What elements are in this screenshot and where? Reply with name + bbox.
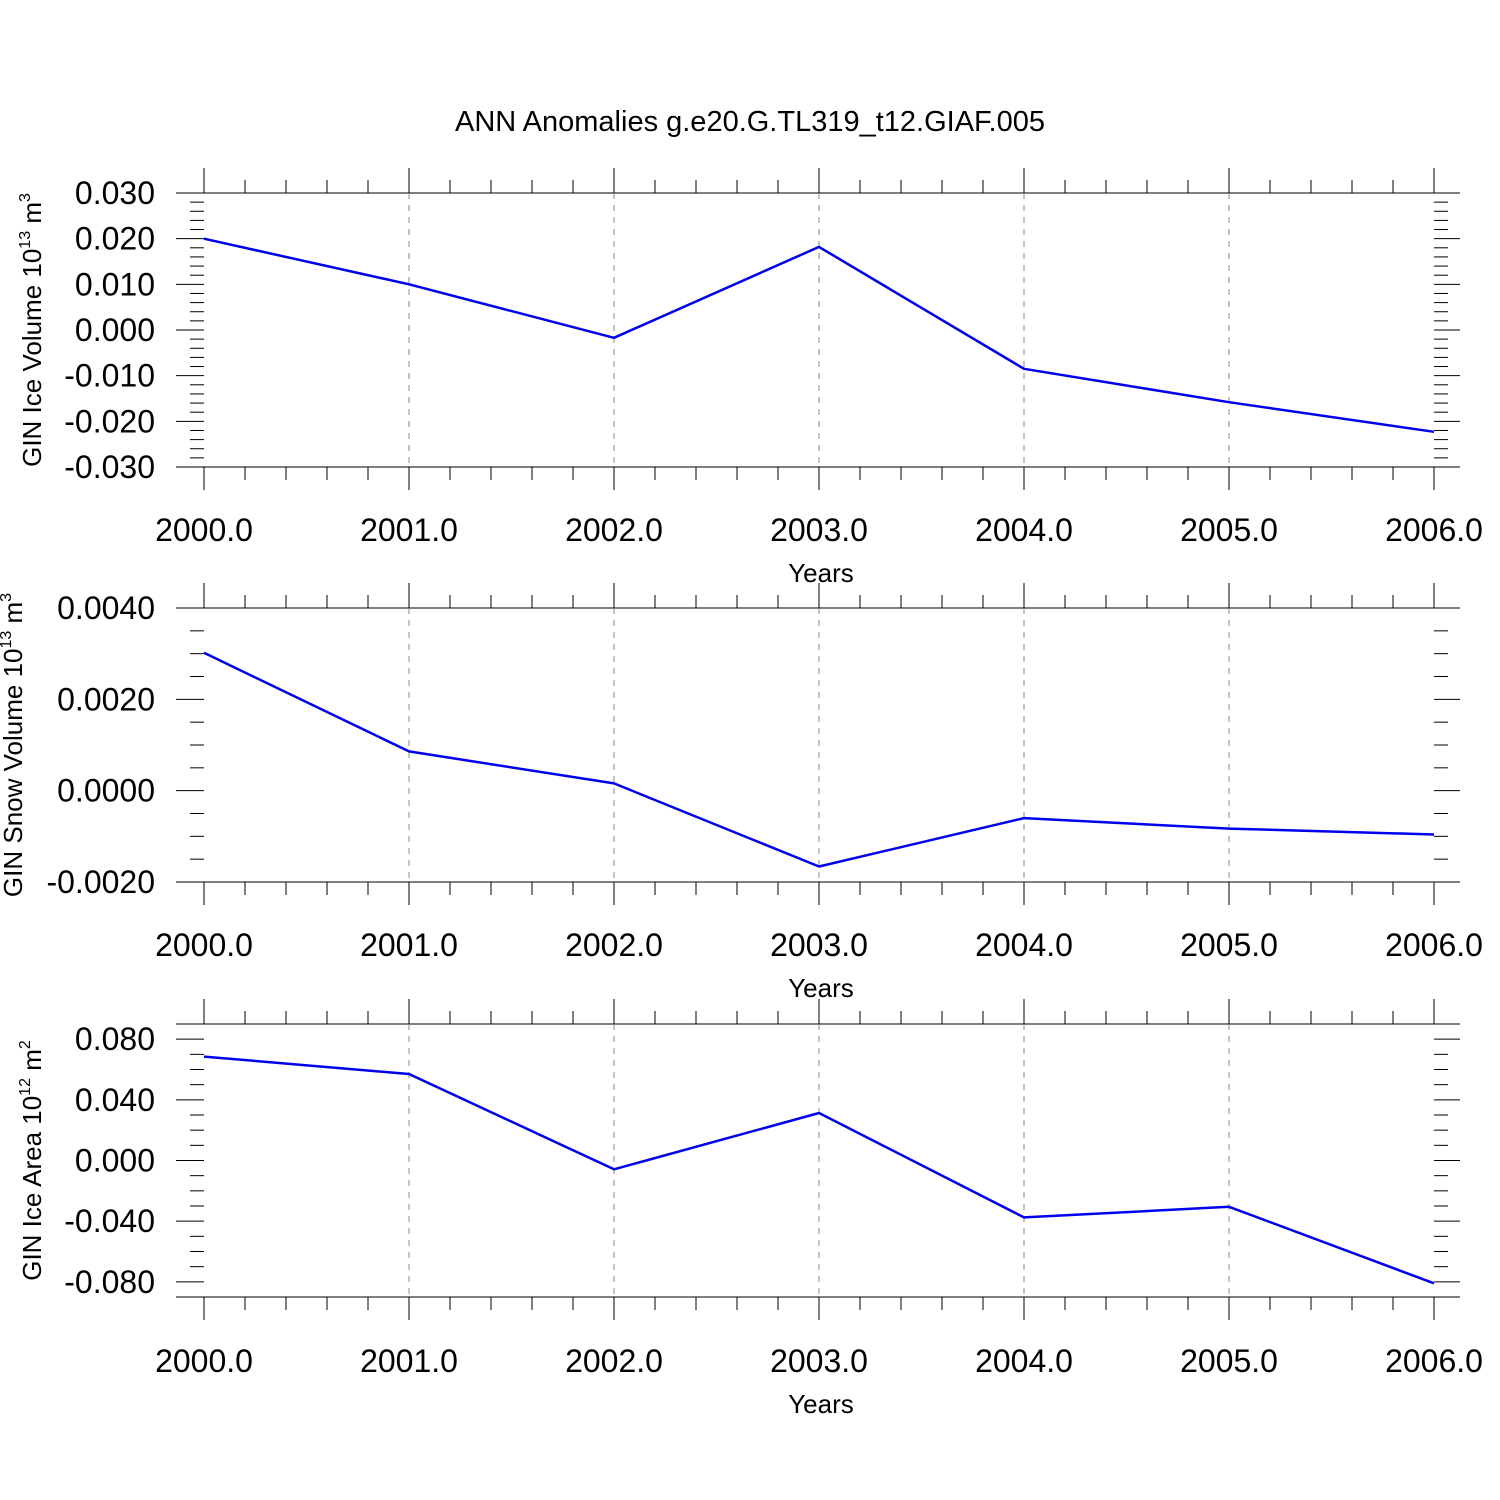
y-axis-label: GIN Ice Area 1012 m2 [17, 1040, 47, 1281]
y-axis-label: GIN Snow Volume 1013 m3 [0, 593, 28, 897]
x-tick-label: 2005.0 [1180, 512, 1278, 548]
x-tick-label: 2002.0 [565, 927, 663, 963]
x-tick-label: 2005.0 [1180, 1343, 1278, 1379]
y-axis-label-unit: m [17, 202, 47, 231]
y-tick-label: -0.020 [64, 403, 155, 439]
y-axis-label-unit-exponent: 2 [17, 1040, 34, 1049]
y-tick-label: 0.080 [75, 1021, 155, 1057]
y-tick-label: -0.030 [64, 449, 155, 485]
y-tick-label: 0.0040 [57, 590, 155, 626]
y-axis-label-unit-exponent: 3 [17, 193, 34, 202]
x-tick-label: 2003.0 [770, 927, 868, 963]
chart-panels: 2000.0 2001.0 2002.0 2003.0 2004.0 2005.0 2006… [0, 168, 1483, 1419]
x-tick-label: 2006.0 [1385, 512, 1483, 548]
x-tick-label: 2000.0 [155, 927, 253, 963]
y-tick-label: 0.010 [75, 266, 155, 302]
y-axis-label-exponent: 13 [0, 631, 15, 649]
x-tick-label: 2003.0 [770, 1343, 868, 1379]
panel-2: 2000.0 2001.0 2002.0 2003.0 2004.0 2005.0 2006… [0, 583, 1483, 1003]
x-tick-label: 2003.0 [770, 512, 868, 548]
y-tick-label: 0.0000 [57, 773, 155, 809]
x-tick-label: 2004.0 [975, 927, 1073, 963]
x-axis-label: Years [788, 1389, 854, 1419]
y-tick-label: -0.080 [64, 1264, 155, 1300]
y-axis-label-exponent: 13 [17, 231, 34, 249]
y-tick-label: 0.000 [75, 312, 155, 348]
y-axis-label-unit: m [0, 602, 28, 631]
y-tick-label: 0.000 [75, 1143, 155, 1179]
x-tick-label: 2001.0 [360, 1343, 458, 1379]
y-tick-label: -0.0020 [46, 864, 155, 900]
series-line [203, 1055, 1435, 1285]
y-axis-label-exponent: 12 [17, 1078, 34, 1096]
y-tick-label: 0.0020 [57, 681, 155, 717]
x-tick-label: 2004.0 [975, 1343, 1073, 1379]
x-tick-label: 2000.0 [155, 512, 253, 548]
panel-1: 2000.0 2001.0 2002.0 2003.0 2004.0 2005.0 2006… [17, 168, 1483, 588]
y-axis-label-unit: m [17, 1049, 47, 1078]
chart-title: ANN Anomalies g.e20.G.TL319_t12.GIAF.005 [455, 106, 1045, 138]
y-tick-label: 0.040 [75, 1082, 155, 1118]
y-axis-label-unit-exponent: 3 [0, 593, 15, 602]
y-tick-label: 0.020 [75, 221, 155, 257]
y-tick-label: -0.040 [64, 1203, 155, 1239]
y-axis-label-main: GIN Ice Volume 10 [17, 249, 47, 467]
x-tick-label: 2002.0 [565, 512, 663, 548]
x-tick-label: 2005.0 [1180, 927, 1278, 963]
series-line [203, 651, 1435, 868]
x-tick-label: 2004.0 [975, 512, 1073, 548]
x-axis-label: Years [788, 558, 854, 588]
y-axis-label: GIN Ice Volume 1013 m3 [17, 193, 47, 467]
x-tick-label: 2001.0 [360, 512, 458, 548]
x-tick-label: 2001.0 [360, 927, 458, 963]
y-axis-label-main: GIN Ice Area 10 [17, 1096, 47, 1281]
y-axis-label-main: GIN Snow Volume 10 [0, 649, 28, 898]
x-tick-label: 2002.0 [565, 1343, 663, 1379]
x-tick-label: 2006.0 [1385, 927, 1483, 963]
x-tick-label: 2006.0 [1385, 1343, 1483, 1379]
y-tick-label: 0.030 [75, 175, 155, 211]
panel-3: 2000.0 2001.0 2002.0 2003.0 2004.0 2005.0 2006… [17, 999, 1483, 1419]
x-tick-label: 2000.0 [155, 1343, 253, 1379]
y-tick-label: -0.010 [64, 358, 155, 394]
x-axis-label: Years [788, 973, 854, 1003]
series-line [203, 237, 1435, 434]
